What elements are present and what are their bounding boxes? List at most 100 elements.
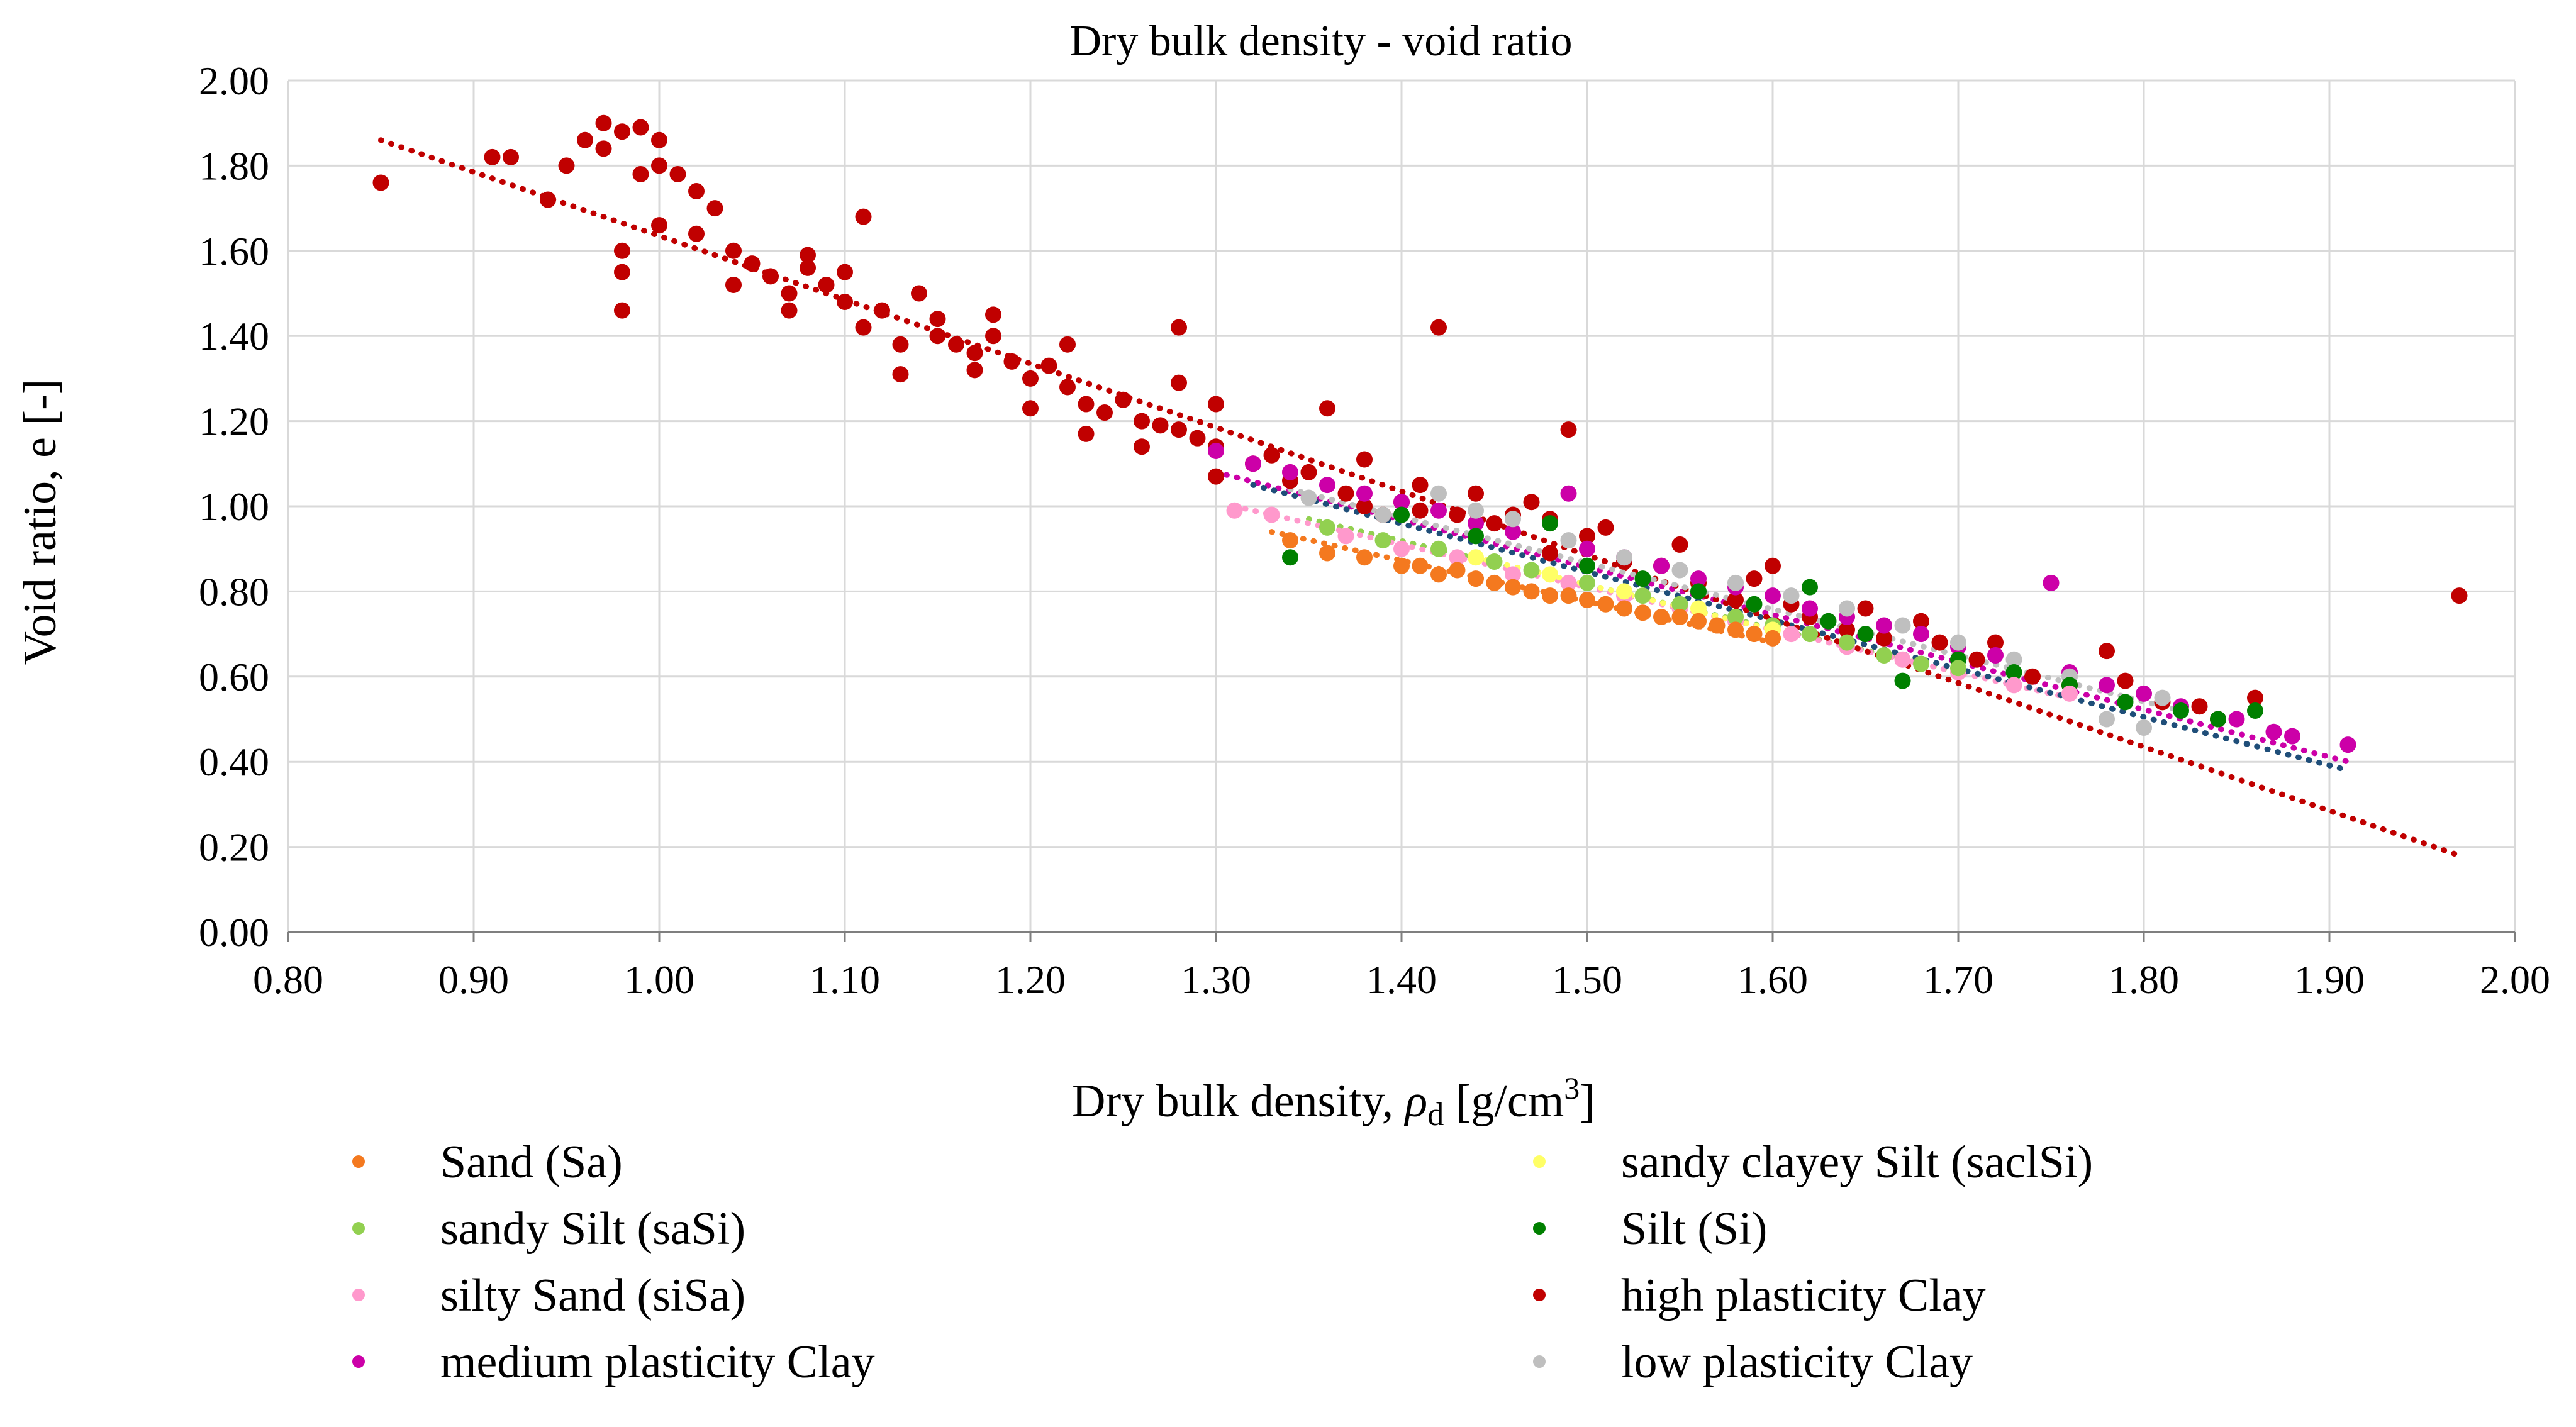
point-medium-plasticity-clay [1690,570,1707,587]
y-tick-label: 0.60 [199,655,269,699]
point-silty-sand-sisa [1263,506,1280,523]
point-high-plasticity-clay [484,148,501,165]
point-sandy-silt-sasi [1727,609,1744,626]
point-high-plasticity-clay [1931,634,1948,651]
point-high-plasticity-clay [892,336,909,353]
point-sand-sa [1690,613,1707,630]
point-high-plasticity-clay [651,157,667,174]
point-sand-sa [1579,591,1595,608]
x-tick-label: 1.70 [1923,957,1993,1002]
point-high-plasticity-clay [874,302,890,319]
point-high-plasticity-clay [614,242,630,259]
point-sandy-silt-sasi [1950,660,1966,677]
point-sandy-silt-sasi [1374,532,1391,549]
point-high-plasticity-clay [1059,379,1076,396]
legend-marker-silty-sand-sisa [352,1289,365,1301]
point-high-plasticity-clay [1040,357,1057,374]
point-sand-sa [1412,557,1429,574]
point-silty-sand-sisa [1449,549,1466,566]
point-high-plasticity-clay [781,302,798,319]
point-low-plasticity-clay [1727,574,1744,591]
point-low-plasticity-clay [1616,549,1632,566]
x-axis-label-subscript: d [1427,1097,1444,1133]
point-sand-sa [1523,583,1540,600]
point-medium-plasticity-clay [1765,587,1781,604]
point-medium-plasticity-clay [1560,485,1577,502]
point-high-plasticity-clay [1430,319,1447,336]
point-high-plasticity-clay [818,276,835,293]
point-high-plasticity-clay [1115,391,1132,408]
point-sandy-silt-sasi [1319,519,1335,536]
trendline-sand-sa [1269,529,1776,646]
point-sand-sa [1505,579,1521,596]
legend-label-sandy-silt-sasi: sandy Silt (saSi) [440,1203,745,1255]
point-silt-si [1542,515,1558,532]
legend: Sand (Sa) sandy Silt (saSi) silty Sand (si… [352,1136,2093,1388]
point-high-plasticity-clay [1968,651,1985,668]
data-points [372,114,2468,753]
point-high-plasticity-clay [2099,643,2115,660]
point-high-plasticity-clay [1319,400,1335,417]
point-high-plasticity-clay [855,319,872,336]
point-high-plasticity-clay [1208,396,1224,413]
point-high-plasticity-clay [1523,494,1540,511]
point-high-plasticity-clay [725,242,742,259]
y-tick-label: 0.00 [199,910,269,955]
point-silt-si [1579,557,1595,574]
point-medium-plasticity-clay [1208,442,1224,459]
point-sandy-silt-sasi [1486,553,1503,570]
x-tick-label: 1.80 [2109,957,2179,1002]
point-sand-sa [1468,570,1484,587]
point-sand-sa [1542,587,1558,604]
x-axis-label-symbol: ρ [1404,1075,1428,1127]
point-high-plasticity-clay [1263,447,1280,464]
legend-marker-high-plasticity-clay [1533,1289,1546,1301]
point-low-plasticity-clay [1783,587,1800,604]
axes [287,931,2516,942]
point-silt-si [1690,583,1707,600]
legend-marker-silt-si [1533,1222,1546,1235]
point-sand-sa [1746,626,1763,643]
point-high-plasticity-clay [577,131,593,148]
point-silt-si [2117,694,2134,711]
point-high-plasticity-clay [2117,672,2134,689]
x-tick-label: 1.90 [2294,957,2365,1002]
point-sandy-silt-sasi [1523,562,1540,579]
point-high-plasticity-clay [1096,404,1113,421]
point-sand-sa [1356,549,1373,566]
point-high-plasticity-clay [966,362,983,379]
point-sandy-clayey-silt-saclsi [1690,600,1707,617]
point-medium-plasticity-clay [1987,647,2004,664]
point-low-plasticity-clay [2154,689,2171,706]
point-silt-si [1802,579,1818,596]
point-sand-sa [1597,596,1614,613]
point-sandy-silt-sasi [1839,634,1855,651]
point-medium-plasticity-clay [1802,600,1818,617]
y-tick-label: 2.00 [199,58,269,103]
point-high-plasticity-clay [651,131,667,148]
point-high-plasticity-clay [948,336,964,353]
y-tick-label: 0.80 [199,569,269,614]
point-low-plasticity-clay [2005,651,2022,668]
point-silt-si [2005,664,2022,681]
point-high-plasticity-clay [1078,425,1095,442]
point-silt-si [1894,672,1911,689]
point-high-plasticity-clay [1022,400,1039,417]
point-high-plasticity-clay [1560,421,1577,438]
point-medium-plasticity-clay [1319,477,1335,494]
point-sand-sa [1765,630,1781,647]
x-axis-label-text: Dry bulk density, [1072,1075,1405,1127]
legend-label-medium-plasticity-clay: medium plasticity Clay [440,1336,875,1388]
legend-label-high-plasticity-clay: high plasticity Clay [1621,1270,1986,1321]
point-high-plasticity-clay [503,148,519,165]
point-high-plasticity-clay [1189,430,1206,447]
point-medium-plasticity-clay [1468,515,1484,532]
point-low-plasticity-clay [1468,502,1484,519]
point-sandy-silt-sasi [1634,587,1651,604]
point-high-plasticity-clay [1337,485,1354,502]
y-tick-label: 1.40 [199,314,269,358]
point-high-plasticity-clay [911,285,927,302]
point-sand-sa [1449,562,1466,579]
point-high-plasticity-clay [540,191,556,208]
